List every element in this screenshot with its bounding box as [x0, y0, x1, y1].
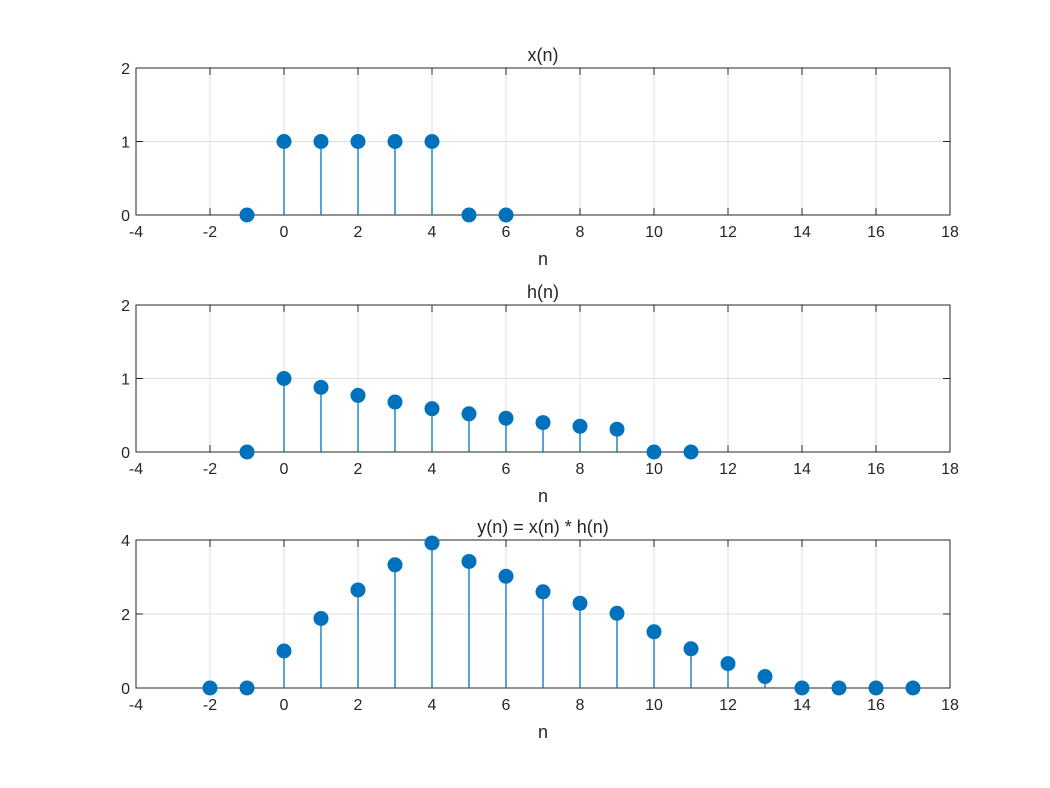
stem-marker: [757, 669, 773, 685]
stem-marker: [276, 134, 292, 149]
stem-marker: [498, 207, 514, 223]
stem-marker: [239, 207, 255, 223]
x-tick-label: 2: [354, 697, 363, 714]
y-tick-label: 2: [121, 607, 130, 624]
axes-panel-3: -4 -2 0 2 4 6 8 10 12 14 16 18 0 2 4 y(n) = x(n) * h(n)…: [121, 517, 959, 742]
x-tick-label: 18: [941, 224, 959, 241]
stem-marker: [646, 444, 662, 460]
x-tick-label: 10: [645, 697, 663, 714]
x-tick-label: 16: [867, 224, 885, 241]
axes-title: x(n): [528, 45, 559, 65]
x-tick-label: -4: [129, 224, 143, 241]
stem-marker: [202, 680, 218, 696]
stem-marker: [276, 371, 292, 386]
x-tick-label: -4: [129, 697, 143, 714]
y-tick-label: 2: [121, 61, 130, 78]
x-tick-label: 12: [719, 697, 737, 714]
y-tick-label: 0: [121, 445, 130, 462]
x-axis-label: n: [538, 722, 548, 742]
x-tick-label: 0: [280, 697, 289, 714]
x-tick-label: 8: [576, 697, 585, 714]
x-tick-label: 14: [793, 461, 811, 478]
stem-marker: [276, 643, 292, 659]
stem-marker: [239, 680, 255, 696]
stem-marker: [313, 134, 329, 149]
stem-marker: [868, 680, 884, 696]
stem-marker: [424, 401, 440, 417]
stem-marker: [572, 595, 588, 611]
x-tick-label: 6: [502, 697, 511, 714]
x-tick-label: 2: [354, 224, 363, 241]
stem-marker: [535, 584, 551, 600]
stem-marker: [683, 641, 699, 657]
stem-marker: [498, 410, 514, 426]
y-tick-label: 1: [121, 372, 130, 389]
y-tick-label: 2: [121, 298, 130, 315]
stem-marker: [350, 134, 366, 149]
stem-marker: [387, 134, 403, 149]
y-tick-label: 4: [121, 533, 130, 550]
stem-marker: [239, 444, 255, 460]
stem-marker: [424, 535, 440, 551]
x-tick-label: 10: [645, 224, 663, 241]
stem-marker: [387, 394, 403, 410]
x-tick-label: 4: [428, 461, 437, 478]
stem-marker: [720, 656, 736, 672]
stem-marker: [387, 557, 403, 573]
stem-marker: [535, 415, 551, 431]
x-tick-label: 6: [502, 224, 511, 241]
x-tick-label: 14: [793, 224, 811, 241]
stem-marker: [424, 134, 440, 149]
x-tick-label: -4: [129, 461, 143, 478]
x-tick-label: 8: [576, 461, 585, 478]
stem-marker: [313, 610, 329, 626]
x-tick-label: 2: [354, 461, 363, 478]
y-tick-label: 1: [121, 135, 130, 152]
stem-marker: [498, 568, 514, 584]
x-tick-label: 4: [428, 697, 437, 714]
x-tick-label: 8: [576, 224, 585, 241]
stem-marker: [313, 379, 329, 395]
axes-box: [135, 67, 951, 216]
stem-marker: [350, 387, 366, 403]
x-axis-label: n: [538, 249, 548, 269]
x-tick-label: 16: [867, 461, 885, 478]
stem-marker: [609, 605, 625, 621]
x-tick-label: 18: [941, 461, 959, 478]
axes-title: y(n) = x(n) * h(n): [477, 517, 609, 537]
x-tick-label: 16: [867, 697, 885, 714]
stem-marker: [683, 444, 699, 460]
x-tick-label: 14: [793, 697, 811, 714]
stem-marker: [794, 680, 810, 696]
axes-title: h(n): [527, 282, 559, 302]
stem-marker: [461, 406, 477, 422]
x-tick-label: 4: [428, 224, 437, 241]
y-tick-label: 0: [121, 681, 130, 698]
x-tick-label: 12: [719, 461, 737, 478]
y-tick-label: 0: [121, 208, 130, 225]
x-tick-label: 0: [280, 461, 289, 478]
stem-marker: [905, 680, 921, 696]
x-tick-label: 10: [645, 461, 663, 478]
stem-marker: [461, 553, 477, 569]
x-tick-label: 12: [719, 224, 737, 241]
x-tick-label: -2: [203, 697, 217, 714]
stem-marker: [646, 624, 662, 640]
stem-marker: [572, 418, 588, 434]
x-tick-label: 18: [941, 697, 959, 714]
x-axis-label: n: [538, 486, 548, 506]
x-tick-label: 6: [502, 461, 511, 478]
x-tick-label: -2: [203, 224, 217, 241]
x-tick-label: 0: [280, 224, 289, 241]
stem-marker: [350, 582, 366, 598]
x-tick-label: -2: [203, 461, 217, 478]
stem-marker: [609, 421, 625, 437]
stem-marker: [461, 207, 477, 223]
stem-marker: [831, 680, 847, 696]
